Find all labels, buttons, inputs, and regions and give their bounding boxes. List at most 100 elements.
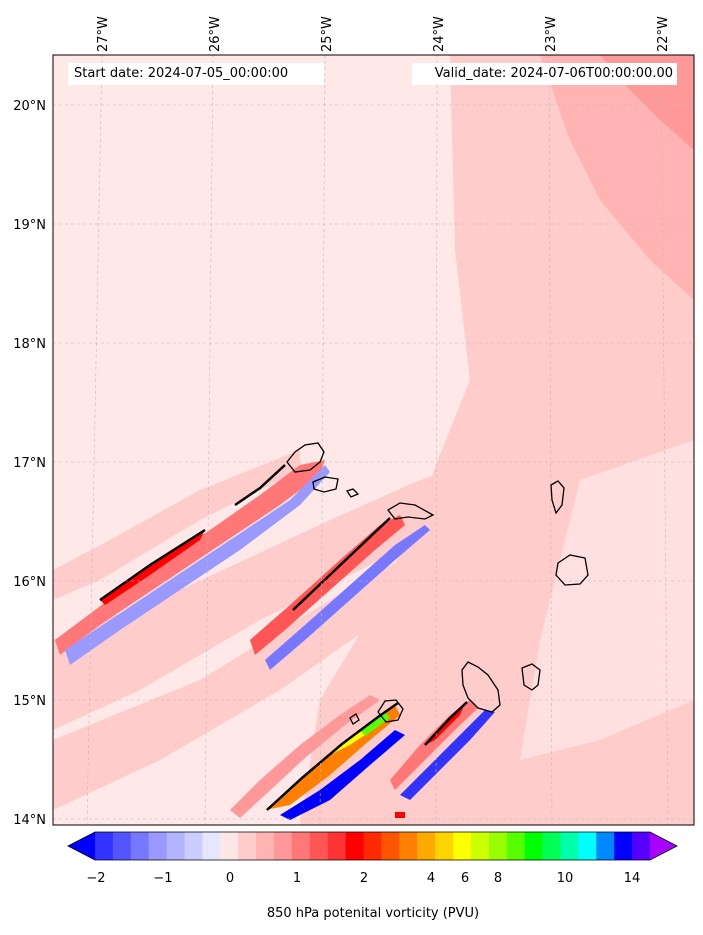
lat-axis-labels: 20°N 19°N 18°N 17°N 16°N 15°N 14°N <box>13 99 46 828</box>
lon-label: 27°W <box>96 16 111 52</box>
colorbar-tick-label: 2 <box>360 871 368 886</box>
pv-contour-southeast <box>424 701 468 746</box>
island-sao-nicolau <box>387 502 435 520</box>
colorbar-swatch <box>274 832 293 860</box>
colorbar-swatch <box>184 832 203 860</box>
grid-lon-27 <box>86 54 103 826</box>
pv-streak-north-negative <box>65 465 330 665</box>
island-brava <box>349 713 360 725</box>
colorbar-swatch <box>506 832 526 860</box>
lon-label: 23°W <box>544 16 559 52</box>
island-santiago <box>461 661 501 713</box>
colorbar-swatch <box>112 832 132 860</box>
lon-label: 25°W <box>320 16 335 52</box>
map-frame <box>52 54 695 826</box>
island-sal <box>550 480 565 515</box>
colorbar-ticks: −2 −1 0 1 2 4 6 8 10 14 <box>86 871 640 886</box>
grid-lon-26 <box>204 54 214 826</box>
island-maio <box>521 663 541 691</box>
island-santo-antao <box>286 442 325 473</box>
colorbar-swatch <box>632 832 651 860</box>
colorbar-swatch <box>238 832 257 860</box>
island-sao-vicente <box>312 476 339 493</box>
colorbar-swatch <box>345 832 365 860</box>
colorbar-swatch <box>381 832 400 860</box>
colorbar-tick-label: −1 <box>153 871 172 886</box>
grid-lon-24 <box>435 54 438 826</box>
pv-contour-central <box>292 517 391 611</box>
colorbar-label: 850 hPa potenital vorticity (PVU) <box>266 906 480 921</box>
grid-lon-25 <box>319 54 326 826</box>
grid-lon-23 <box>548 54 553 826</box>
pv-spot-south <box>395 812 405 818</box>
colorbar-swatch <box>435 832 454 860</box>
colorbar-swatch <box>363 832 382 860</box>
colorbar-tick-label: 0 <box>226 871 234 886</box>
lat-label: 16°N <box>13 575 46 590</box>
pv-field <box>53 55 694 825</box>
colorbar-swatch <box>130 832 150 860</box>
colorbar-swatch <box>596 832 615 860</box>
colorbar-swatch <box>524 832 544 860</box>
colorbar-swatch <box>488 832 508 860</box>
colorbar-swatch <box>291 832 311 860</box>
pv-region-central <box>53 460 480 730</box>
pv-region-east-light <box>520 440 694 760</box>
colorbar-swatch <box>220 832 239 860</box>
colorbar-tick-label: 8 <box>494 871 502 886</box>
colorbar-tick-label: 14 <box>624 871 641 886</box>
colorbar-swatch <box>453 832 472 860</box>
colorbar-swatch <box>560 832 579 860</box>
valid-date-label: Valid_date: 2024-07-06T00:00:00.00 <box>412 63 677 85</box>
colorbar-swatch <box>256 832 275 860</box>
island-santa-luzia <box>345 488 360 498</box>
colorbar-swatch <box>470 832 490 860</box>
graticule <box>53 54 694 826</box>
lon-axis-labels: 27°W 26°W 25°W 24°W 23°W 22°W <box>96 16 671 52</box>
lat-label: 18°N <box>13 337 46 352</box>
colorbar-swatch <box>202 832 221 860</box>
lon-label: 22°W <box>656 16 671 52</box>
colorbar-tick-label: 1 <box>293 871 301 886</box>
lat-label: 20°N <box>13 99 46 114</box>
colorbar: −2 −1 0 1 2 4 6 8 10 14 <box>67 831 678 886</box>
coastlines <box>286 442 589 725</box>
lat-label: 19°N <box>13 218 46 233</box>
colorbar-swatch <box>166 832 186 860</box>
colorbar-swatch <box>417 832 436 860</box>
pv-streak-central-negative <box>265 525 430 670</box>
pv-streak-north-positive <box>55 460 325 655</box>
colorbar-swatch <box>95 832 114 860</box>
colorbar-tick-label: 4 <box>427 871 435 886</box>
colorbar-tick-label: −2 <box>86 871 105 886</box>
colorbar-swatch <box>327 832 347 860</box>
colorbar-swatch <box>614 832 633 860</box>
grid-lon-22 <box>660 54 669 826</box>
colorbar-swatches <box>95 832 651 860</box>
pv-streak-central-positive <box>250 515 405 655</box>
pv-streak-north-core <box>100 530 205 605</box>
island-fogo <box>377 699 404 723</box>
pv-streak-southeast-positive <box>390 700 478 790</box>
colorbar-tick-label: 6 <box>461 871 469 886</box>
pv-contour-north <box>99 528 206 602</box>
pv-contour-north-2 <box>234 464 286 507</box>
colorbar-outline <box>67 831 678 861</box>
colorbar-swatch <box>309 832 329 860</box>
lat-label: 14°N <box>13 813 46 828</box>
lat-label: 15°N <box>13 694 46 709</box>
lon-label: 24°W <box>432 16 447 52</box>
pv-region-north-band <box>53 450 300 600</box>
pv-streak-south-negative <box>280 730 405 820</box>
lon-label: 26°W <box>208 16 223 52</box>
pv-region-northeast <box>540 55 694 300</box>
colorbar-swatch <box>148 832 168 860</box>
colorbar-extend-right <box>650 832 677 860</box>
colorbar-swatch <box>399 832 418 860</box>
colorbar-swatch <box>578 832 597 860</box>
pv-streak-south-halo <box>230 695 380 818</box>
lat-label: 17°N <box>13 456 46 471</box>
island-boa-vista <box>555 554 589 586</box>
colorbar-swatch <box>542 832 561 860</box>
